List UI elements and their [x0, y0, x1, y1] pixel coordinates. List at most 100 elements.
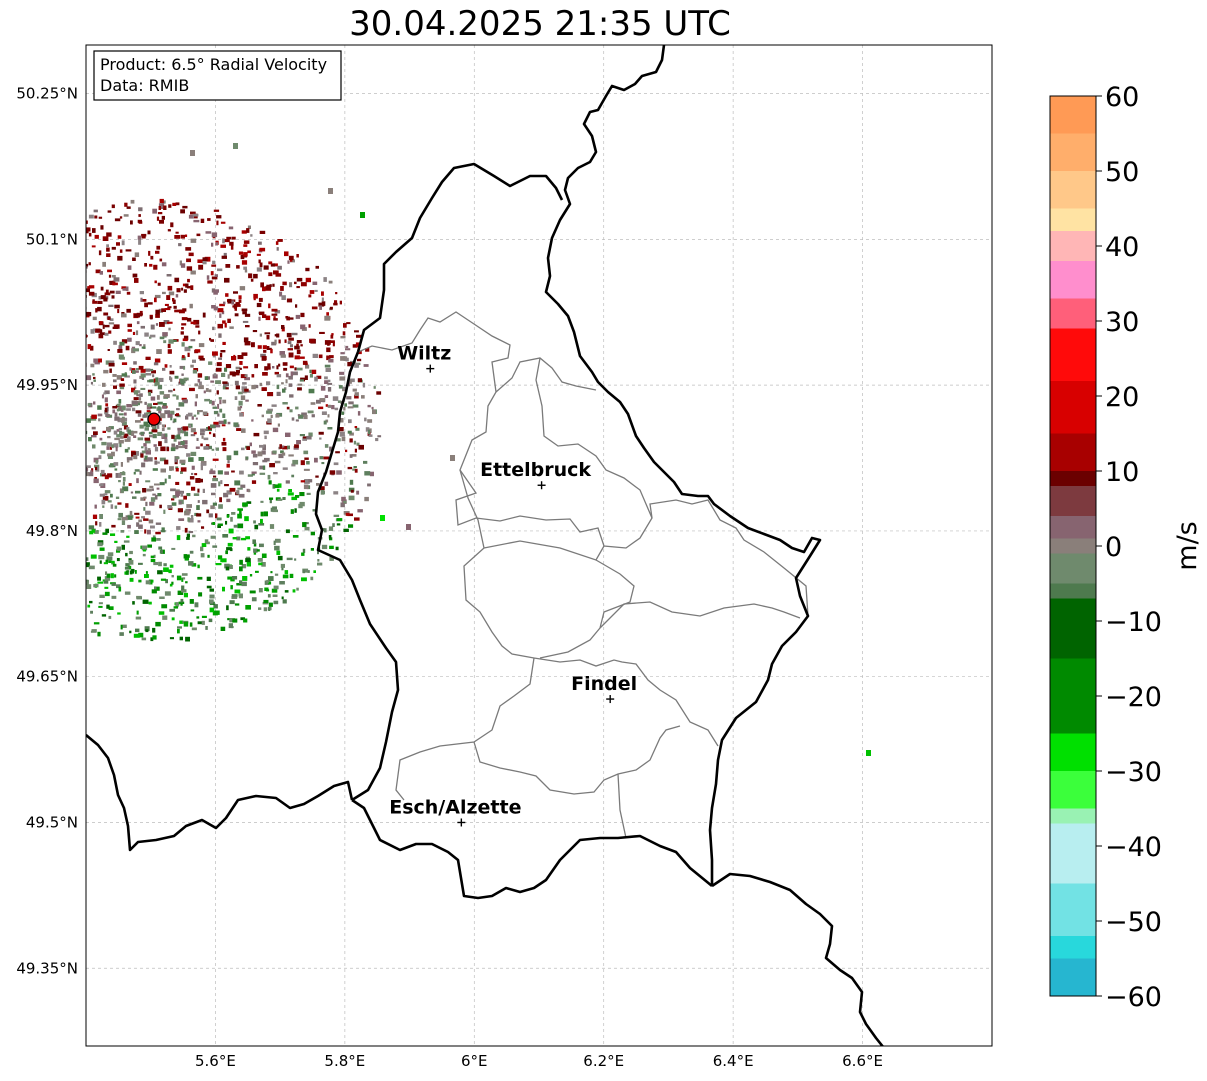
echo-pixel	[220, 480, 223, 485]
echo-pixel	[71, 353, 77, 357]
echo-pixel	[450, 455, 455, 461]
echo-pixel	[347, 362, 352, 367]
echo-pixel	[258, 297, 263, 302]
echo-pixel	[215, 424, 221, 428]
echo-pixel	[99, 514, 103, 519]
echo-pixel	[70, 351, 76, 356]
echo-pixel	[126, 308, 131, 313]
echo-pixel	[52, 573, 58, 576]
echo-pixel	[182, 399, 188, 402]
echo-pixel	[276, 247, 279, 251]
echo-pixel	[209, 595, 215, 599]
echo-pixel	[27, 322, 30, 326]
echo-pixel	[342, 331, 346, 336]
echo-pixel	[40, 437, 46, 442]
echo-pixel	[257, 451, 263, 457]
echo-pixel	[110, 573, 114, 579]
echo-pixel	[79, 320, 83, 324]
echo-pixel	[65, 287, 69, 292]
echo-pixel	[326, 312, 329, 316]
echo-pixel	[6, 447, 11, 451]
echo-pixel	[0, 326, 3, 330]
colorbar-tick-label: −20	[1105, 682, 1162, 713]
echo-pixel	[255, 570, 259, 573]
echo-pixel	[98, 418, 101, 422]
echo-pixel	[142, 488, 147, 493]
echo-pixel	[222, 238, 225, 244]
echo-pixel	[295, 419, 299, 422]
echo-pixel	[266, 335, 270, 340]
echo-pixel	[190, 211, 196, 215]
echo-pixel	[318, 302, 325, 307]
echo-pixel	[269, 284, 272, 288]
echo-pixel	[98, 333, 104, 339]
echo-pixel	[108, 615, 112, 619]
echo-pixel	[22, 495, 27, 498]
echo-pixel	[164, 410, 170, 415]
echo-pixel	[10, 468, 15, 471]
echo-pixel	[170, 222, 174, 228]
echo-pixel	[188, 457, 194, 462]
echo-pixel	[159, 457, 166, 462]
echo-pixel	[15, 426, 20, 430]
echo-pixel	[106, 244, 109, 247]
echo-pixel	[160, 468, 166, 473]
echo-pixel	[165, 579, 168, 584]
echo-pixel	[114, 505, 118, 509]
echo-pixel	[372, 409, 376, 415]
echo-pixel	[139, 470, 142, 475]
echo-pixel	[8, 473, 13, 476]
echo-pixel	[226, 463, 230, 468]
echo-pixel	[121, 489, 124, 493]
echo-pixel	[286, 332, 292, 338]
echo-pixel	[211, 448, 215, 451]
echo-pixel	[205, 388, 209, 392]
echo-pixel	[231, 596, 238, 599]
echo-pixel	[292, 459, 299, 465]
echo-pixel	[25, 574, 29, 576]
echo-pixel	[31, 290, 34, 294]
echo-pixel	[179, 309, 185, 314]
echo-pixel	[23, 478, 28, 481]
echo-pixel	[26, 547, 28, 550]
echo-pixel	[288, 454, 294, 457]
echo-pixel	[11, 251, 15, 255]
echo-pixel	[328, 188, 333, 194]
echo-pixel	[104, 576, 111, 581]
echo-pixel	[183, 377, 189, 381]
echo-pixel	[201, 429, 204, 432]
echo-pixel	[349, 432, 354, 436]
echo-pixel	[72, 359, 77, 363]
echo-pixel	[99, 522, 102, 527]
echo-pixel	[10, 299, 14, 304]
echo-pixel	[316, 483, 320, 486]
echo-pixel	[327, 379, 331, 383]
echo-pixel	[220, 221, 226, 224]
echo-pixel	[35, 353, 39, 355]
echo-pixel	[109, 290, 115, 294]
echo-pixel	[295, 314, 301, 319]
echo-pixel	[307, 570, 310, 573]
echo-pixel	[203, 437, 209, 441]
echo-pixel	[281, 295, 286, 300]
echo-pixel	[241, 308, 248, 312]
echo-pixel	[45, 514, 50, 518]
echo-pixel	[240, 484, 246, 488]
echo-pixel	[127, 436, 131, 441]
echo-pixel	[0, 411, 2, 416]
echo-pixel	[364, 471, 371, 476]
echo-pixel	[135, 516, 140, 519]
echo-pixel	[0, 379, 4, 381]
echo-pixel	[180, 234, 185, 239]
echo-pixel	[120, 624, 123, 630]
echo-pixel	[269, 524, 275, 529]
echo-pixel	[312, 281, 318, 285]
echo-pixel	[93, 622, 100, 625]
echo-pixel	[196, 233, 201, 237]
echo-pixel	[102, 261, 106, 267]
echo-pixel	[44, 557, 48, 561]
echo-pixel	[193, 219, 200, 223]
echo-pixel	[94, 215, 98, 219]
echo-pixel	[148, 431, 153, 435]
